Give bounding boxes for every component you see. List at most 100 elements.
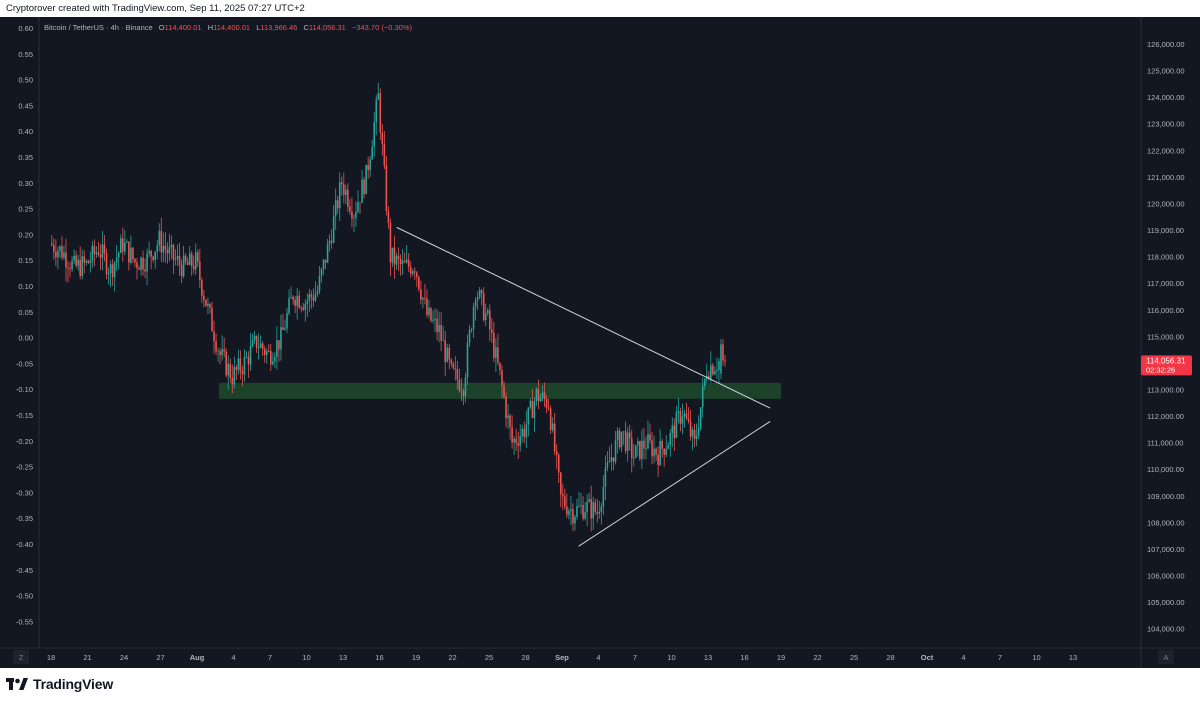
candle-body (570, 509, 572, 511)
candle-body (239, 358, 242, 372)
candle-body (620, 431, 623, 448)
candle-body (434, 318, 436, 320)
price-tick-label: 119,000.00 (1147, 226, 1184, 235)
candle-body (215, 341, 217, 352)
candle-body (186, 262, 189, 265)
percent-tick-label: 0.00 (18, 334, 33, 343)
candle-body (588, 499, 590, 502)
candle-body (418, 276, 420, 290)
candle-body (53, 244, 55, 253)
candle-body (476, 297, 479, 301)
candle-body (511, 427, 513, 443)
ascending-trendline[interactable] (578, 420, 771, 547)
candle-body (134, 258, 136, 263)
time-tick-label: 22 (813, 653, 821, 662)
percent-tick-label: -0.10 (16, 385, 33, 394)
candle-body (373, 122, 376, 147)
axis-corner-left[interactable]: Z (13, 650, 29, 664)
percent-tick-label: 0.05 (18, 308, 33, 317)
time-tick-label: 22 (448, 653, 456, 662)
candle-body (381, 132, 384, 145)
candle-body (253, 335, 256, 341)
candle-body (276, 340, 278, 357)
candle-body (422, 297, 424, 300)
candle-body (446, 347, 449, 362)
candle-body (517, 443, 519, 446)
candle-body (604, 467, 607, 488)
low-value: 113,966.46 (260, 23, 297, 32)
time-tick-label: 24 (120, 653, 128, 662)
candle-body (395, 255, 398, 265)
price-tick-label: 115,000.00 (1147, 332, 1184, 341)
candle-body (93, 245, 96, 255)
candle-body (458, 379, 461, 391)
percent-tick-label: -0.15 (16, 411, 33, 420)
top-bar: Cryptorover created with TradingView.com… (0, 0, 1200, 17)
candle-body (65, 252, 67, 268)
candle-body (596, 511, 599, 514)
candle-body (326, 243, 329, 263)
candle-body (710, 365, 712, 379)
candle-body (81, 256, 84, 276)
candle-body (635, 445, 637, 458)
price-tick-label: 120,000.00 (1147, 199, 1185, 208)
candle-body (478, 290, 481, 298)
candle-body (519, 436, 522, 446)
candle-body (594, 502, 597, 512)
candle-body (580, 505, 582, 506)
candle-body (424, 297, 426, 299)
candle-body (178, 255, 181, 266)
candle-body (683, 413, 686, 417)
candle-body (282, 327, 284, 330)
candle-body (667, 444, 670, 449)
candle-body (716, 370, 718, 372)
candle-body (432, 319, 434, 321)
candle-body (515, 438, 517, 444)
candle-body (164, 246, 167, 250)
candle-body (675, 412, 678, 438)
candle-body (176, 255, 179, 259)
candle-body (231, 378, 234, 385)
price-tick-label: 123,000.00 (1147, 120, 1185, 129)
tradingview-logo[interactable]: TradingView (6, 676, 113, 692)
price-tick-label: 122,000.00 (1147, 146, 1185, 155)
candle-body (243, 357, 246, 375)
percent-tick-label: -0.45 (16, 566, 33, 575)
last-price-badge-bg (1141, 355, 1192, 376)
candle-body (399, 258, 402, 264)
candle-body (109, 264, 112, 274)
time-tick-label: 27 (156, 653, 164, 662)
candle-body (543, 392, 546, 400)
candle-body (555, 451, 558, 455)
candle-body (529, 400, 532, 408)
candle-body (557, 454, 560, 473)
price-tick-label: 125,000.00 (1147, 67, 1185, 76)
candle-body (225, 351, 227, 376)
time-tick-label: Aug (190, 653, 205, 662)
candle-body (87, 260, 90, 264)
descending-trendline[interactable] (396, 226, 771, 409)
candle-body (304, 303, 307, 310)
candle-body (288, 298, 290, 314)
axis-corner-right[interactable]: A (1158, 650, 1174, 664)
price-tick-label: 121,000.00 (1147, 173, 1185, 182)
candle-body (324, 259, 327, 263)
candle-body (673, 425, 676, 438)
time-tick-label: 25 (485, 653, 493, 662)
candle-body (610, 457, 613, 462)
candle-body (521, 428, 524, 437)
candle-body (332, 216, 335, 243)
candle-body (77, 259, 79, 266)
price-chart[interactable]: 0.60 0.55 0.50 0.45 0.40 0.35 0.30 0.25 0.20 0.15… (0, 17, 1200, 668)
candle-body (207, 303, 209, 306)
candle-body (338, 182, 341, 209)
candle-body (211, 307, 213, 332)
candle-body (235, 367, 238, 370)
candle-body (298, 295, 300, 308)
candle-body (507, 415, 509, 419)
time-tick-label: 28 (886, 653, 894, 662)
candle-body (600, 506, 603, 512)
candle-body (59, 246, 61, 251)
candle-body (574, 516, 576, 524)
candle-body (69, 268, 71, 270)
